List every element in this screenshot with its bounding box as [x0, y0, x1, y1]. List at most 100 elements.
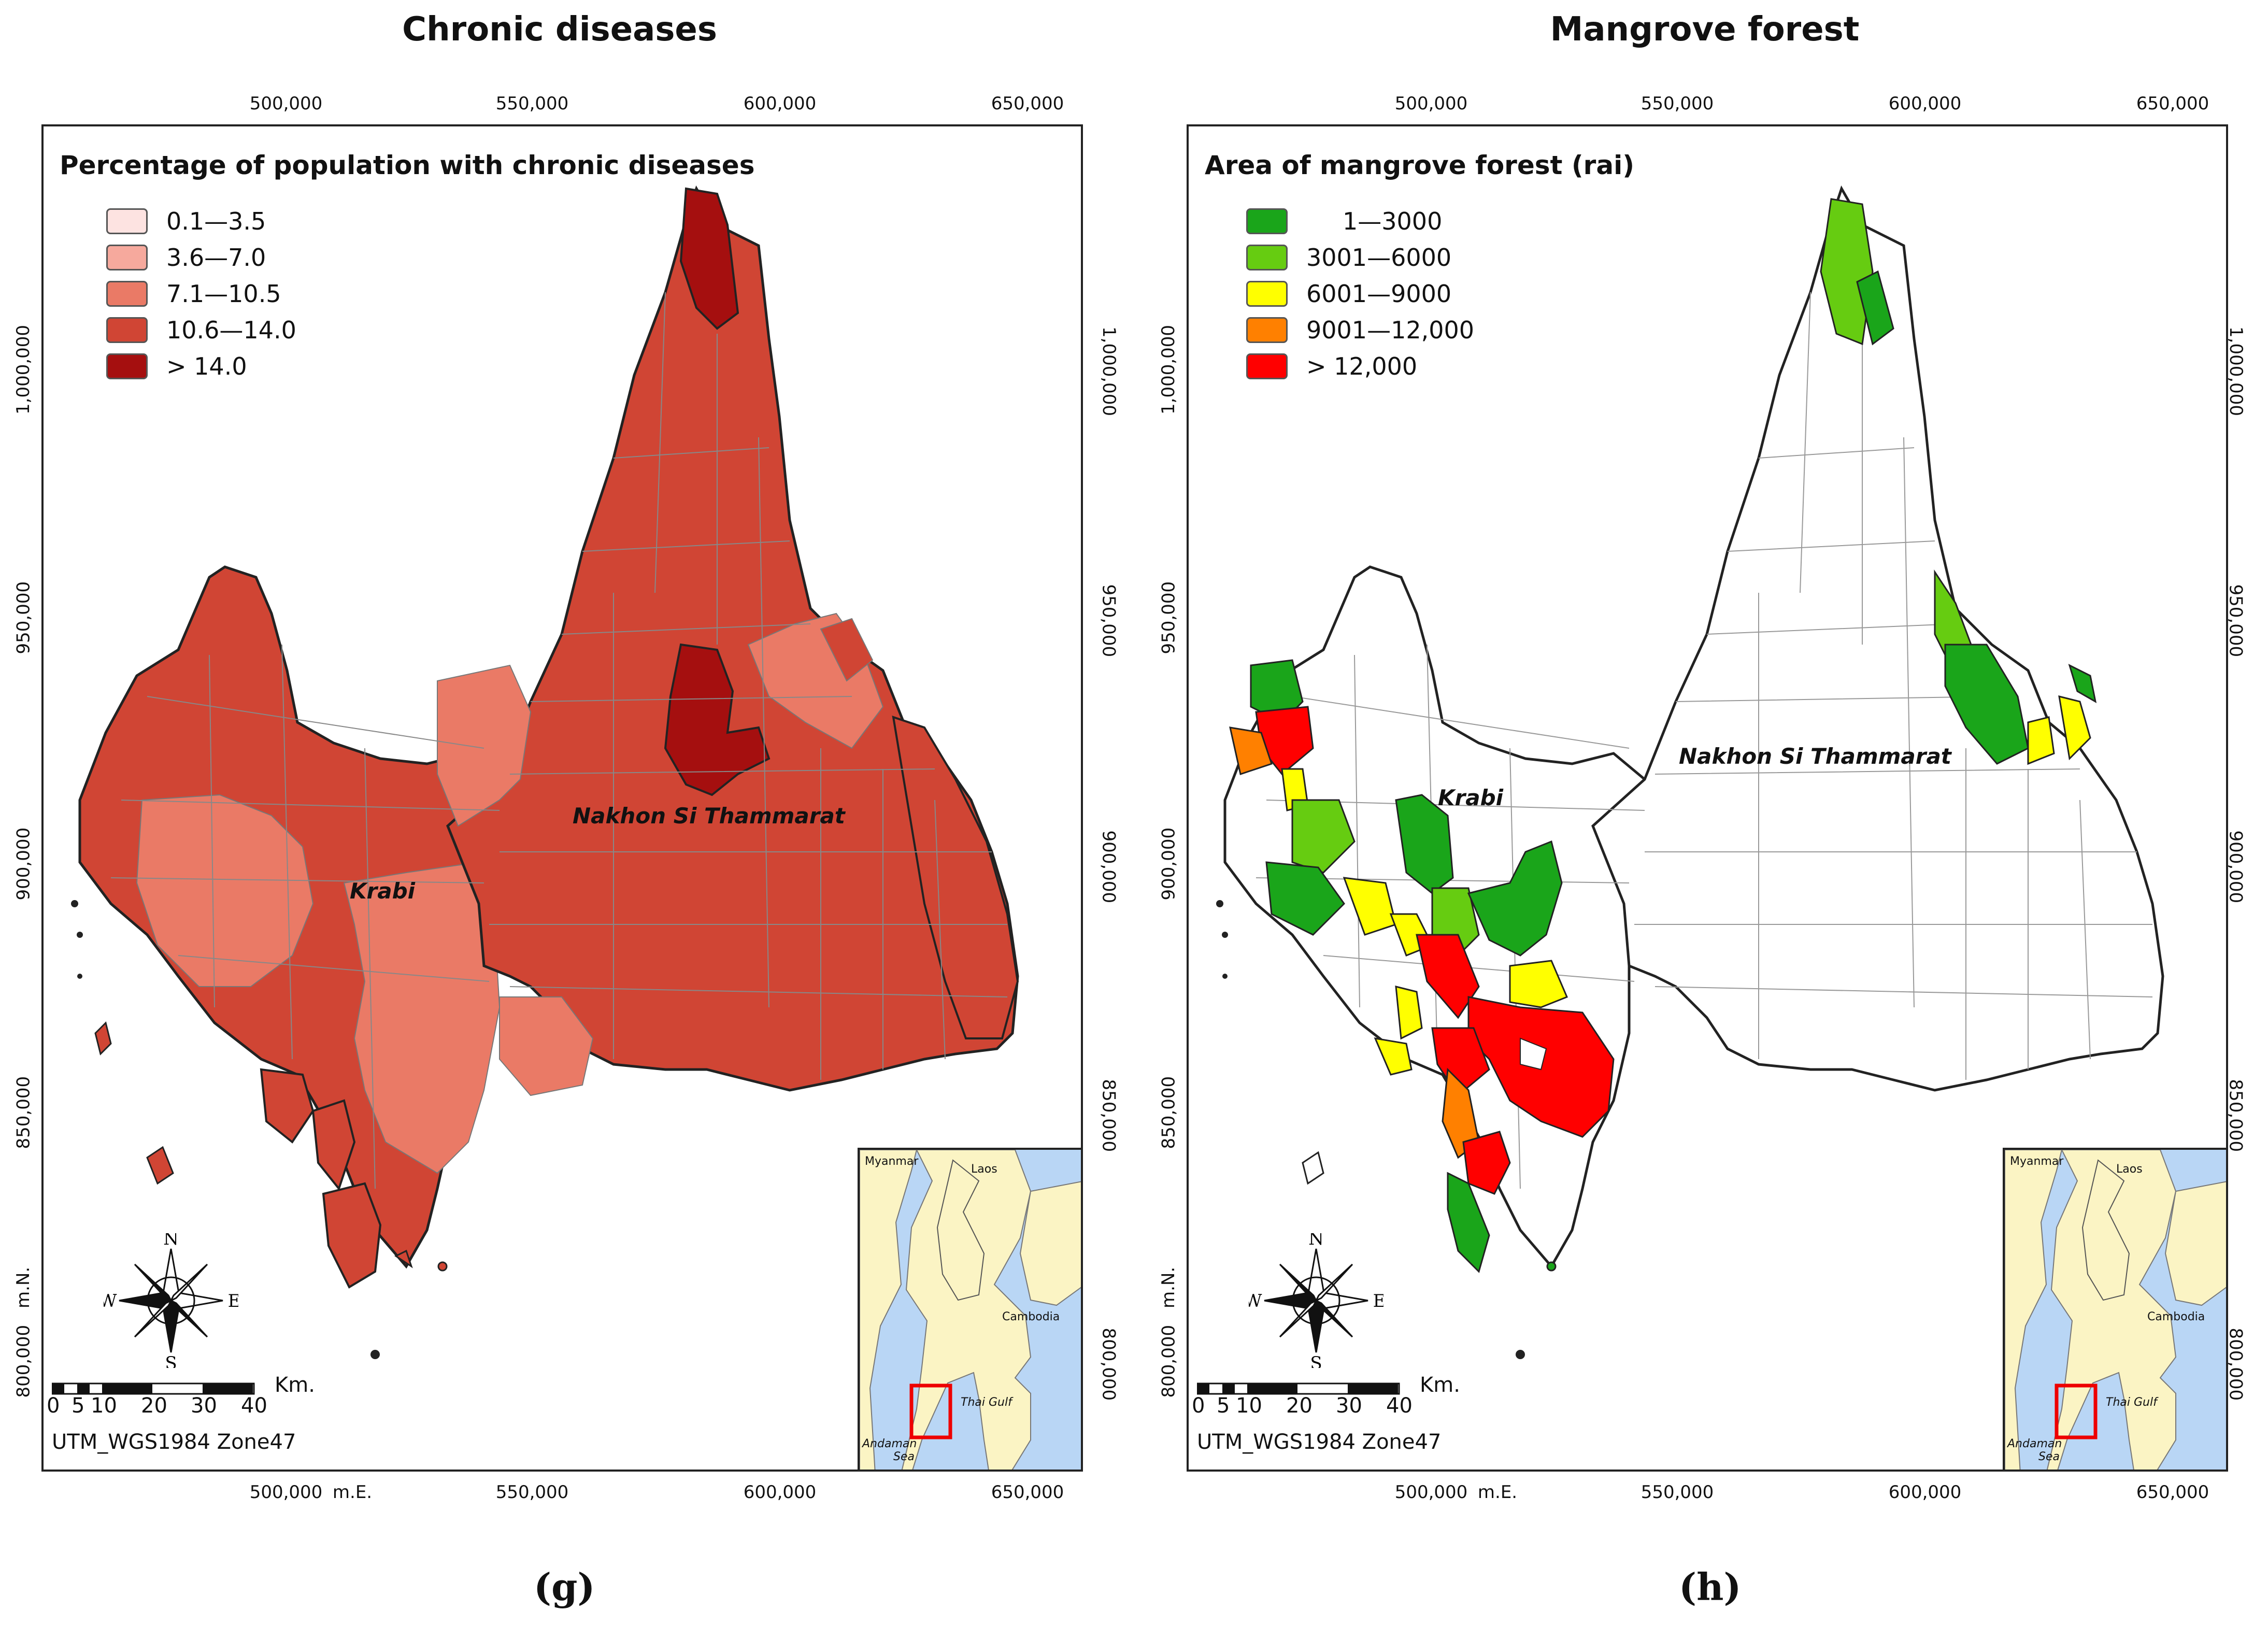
x-tick-top: 650,000: [991, 93, 1064, 114]
y-tick-left: 950,000: [13, 581, 34, 654]
legend-item: 3.6—7.0: [106, 244, 266, 272]
legend-item: 1—3000: [1246, 207, 1442, 235]
projection-label: UTM_WGS1984 Zone47: [52, 1430, 296, 1454]
scale-tick: 0: [1192, 1394, 1205, 1418]
inset-map: Myanmar Laos Cambodia Thai Gulf Andaman …: [858, 1148, 1083, 1472]
y-unit: m.N.: [1158, 1266, 1179, 1308]
legend-swatch: [1246, 317, 1288, 343]
compass-n: N: [1308, 1233, 1324, 1249]
x-tick-top: 550,000: [1641, 93, 1714, 114]
inset-myanmar: Myanmar: [865, 1155, 919, 1168]
inset-cambodia: Cambodia: [2147, 1310, 2205, 1323]
y-tick-right: 900,000: [2225, 830, 2246, 904]
legend-item: > 14.0: [106, 352, 247, 380]
x-tick-bottom: 600,000: [1888, 1482, 1962, 1503]
legend-swatch: [1246, 245, 1288, 270]
x-tick-bottom: 550,000: [495, 1482, 569, 1503]
y-tick-right: 950,000: [1098, 584, 1119, 658]
y-tick-left: 1,000,000: [13, 324, 34, 415]
y-tick-right: 850,000: [2225, 1079, 2246, 1152]
inset-cambodia: Cambodia: [1002, 1310, 1060, 1323]
y-tick-left: 950,000: [1158, 581, 1179, 654]
x-tick-top: 500,000: [1394, 93, 1468, 114]
legend-label: 0.1—3.5: [166, 207, 266, 235]
y-tick-right: 800,000: [2225, 1328, 2246, 1401]
legend-label: > 12,000: [1306, 352, 1418, 380]
legend-label: 9001—12,000: [1306, 316, 1475, 344]
legend-swatch: [1246, 353, 1288, 379]
scale-tick: 20: [1286, 1394, 1313, 1418]
label-krabi: Krabi: [1438, 785, 1504, 810]
x-unit: m.E.: [332, 1482, 373, 1503]
scale-unit: Km.: [275, 1373, 315, 1397]
legend-swatch: [1246, 281, 1288, 307]
y-tick-left: 850,000: [13, 1076, 34, 1149]
scale-bar: [52, 1382, 255, 1395]
scale-tick: 5: [1217, 1394, 1230, 1418]
inset-laos: Laos: [2116, 1163, 2143, 1176]
x-tick-bottom: 650,000: [2136, 1482, 2209, 1503]
legend-title: Area of mangrove forest (rai): [1205, 150, 1635, 180]
legend-item: 10.6—14.0: [106, 316, 296, 344]
y-tick-left: 850,000: [1158, 1076, 1179, 1149]
panel-mangrove-forest: Mangrove forest 500,000 550,000 600,000 …: [1145, 0, 2259, 1626]
map-title: Chronic diseases: [402, 10, 717, 49]
legend-item: 9001—12,000: [1246, 316, 1474, 344]
inset-thai-gulf: Thai Gulf: [2106, 1396, 2157, 1409]
y-tick-right: 800,000: [1098, 1328, 1119, 1401]
legend-item: > 12,000: [1246, 352, 1417, 380]
scale-tick: 30: [191, 1394, 217, 1418]
legend-swatch: [106, 208, 148, 234]
x-tick-top: 650,000: [2136, 93, 2209, 114]
compass-s: S: [165, 1353, 177, 1368]
panel-chronic-diseases: Chronic diseases 500,000 550,000 600,000…: [0, 0, 1119, 1626]
x-unit: m.E.: [1477, 1482, 1518, 1503]
inset-andaman: Andaman: [862, 1437, 917, 1450]
panel-caption: (g): [534, 1565, 595, 1609]
label-krabi: Krabi: [350, 878, 416, 904]
x-tick-bottom: 550,000: [1641, 1482, 1714, 1503]
compass-s: S: [1310, 1353, 1322, 1368]
scale-tick: 5: [72, 1394, 85, 1418]
x-tick-bottom: 600,000: [743, 1482, 817, 1503]
legend-title: Percentage of population with chronic di…: [60, 150, 755, 180]
compass-n: N: [163, 1233, 179, 1249]
inset-laos: Laos: [971, 1163, 997, 1176]
scale-tick: 20: [141, 1394, 167, 1418]
legend-swatch: [106, 317, 148, 343]
legend-label: 1—3000: [1343, 207, 1443, 235]
scale-unit: Km.: [1420, 1373, 1460, 1397]
scale-tick: 0: [47, 1394, 60, 1418]
label-nakhon: Nakhon Si Thammarat: [1679, 744, 1951, 769]
x-tick-bottom: 500,000: [249, 1482, 323, 1503]
scale-tick: 30: [1336, 1394, 1362, 1418]
projection-label: UTM_WGS1984 Zone47: [1197, 1430, 1442, 1454]
y-tick-right: 900,000: [1098, 830, 1119, 904]
label-nakhon: Nakhon Si Thammarat: [573, 803, 845, 829]
compass-e: E: [228, 1291, 238, 1311]
y-tick-left: 1,000,000: [1158, 324, 1179, 415]
y-tick-left: 800,000: [13, 1324, 34, 1398]
legend-label: 6001—9000: [1306, 280, 1452, 308]
inset-andaman: Andaman: [2007, 1437, 2062, 1450]
legend-label: 10.6—14.0: [166, 316, 296, 344]
legend-label: 3.6—7.0: [166, 244, 266, 272]
choropleth-map: [71, 185, 1019, 1359]
legend-label: 3001—6000: [1306, 244, 1452, 272]
region-nakhon: [1591, 185, 2164, 1092]
x-tick-top: 600,000: [743, 93, 817, 114]
y-tick-right: 1,000,000: [1099, 326, 1119, 417]
scale-tick: 40: [1386, 1394, 1413, 1418]
legend-swatch: [106, 353, 148, 379]
inset-sea: Sea: [2038, 1450, 2060, 1463]
y-unit: m.N.: [13, 1266, 34, 1308]
legend-item: 3001—6000: [1246, 244, 1451, 272]
legend-label: 7.1—10.5: [166, 280, 281, 308]
y-tick-right: 1,000,000: [2226, 326, 2246, 417]
legend-item: 7.1—10.5: [106, 280, 281, 308]
map-title: Mangrove forest: [1550, 10, 1860, 49]
inset-sea: Sea: [893, 1450, 915, 1463]
scale-bar: [1197, 1382, 1400, 1395]
inset-map: Myanmar Laos Cambodia Thai Gulf Andaman …: [2003, 1148, 2228, 1472]
legend-swatch: [1246, 208, 1288, 234]
